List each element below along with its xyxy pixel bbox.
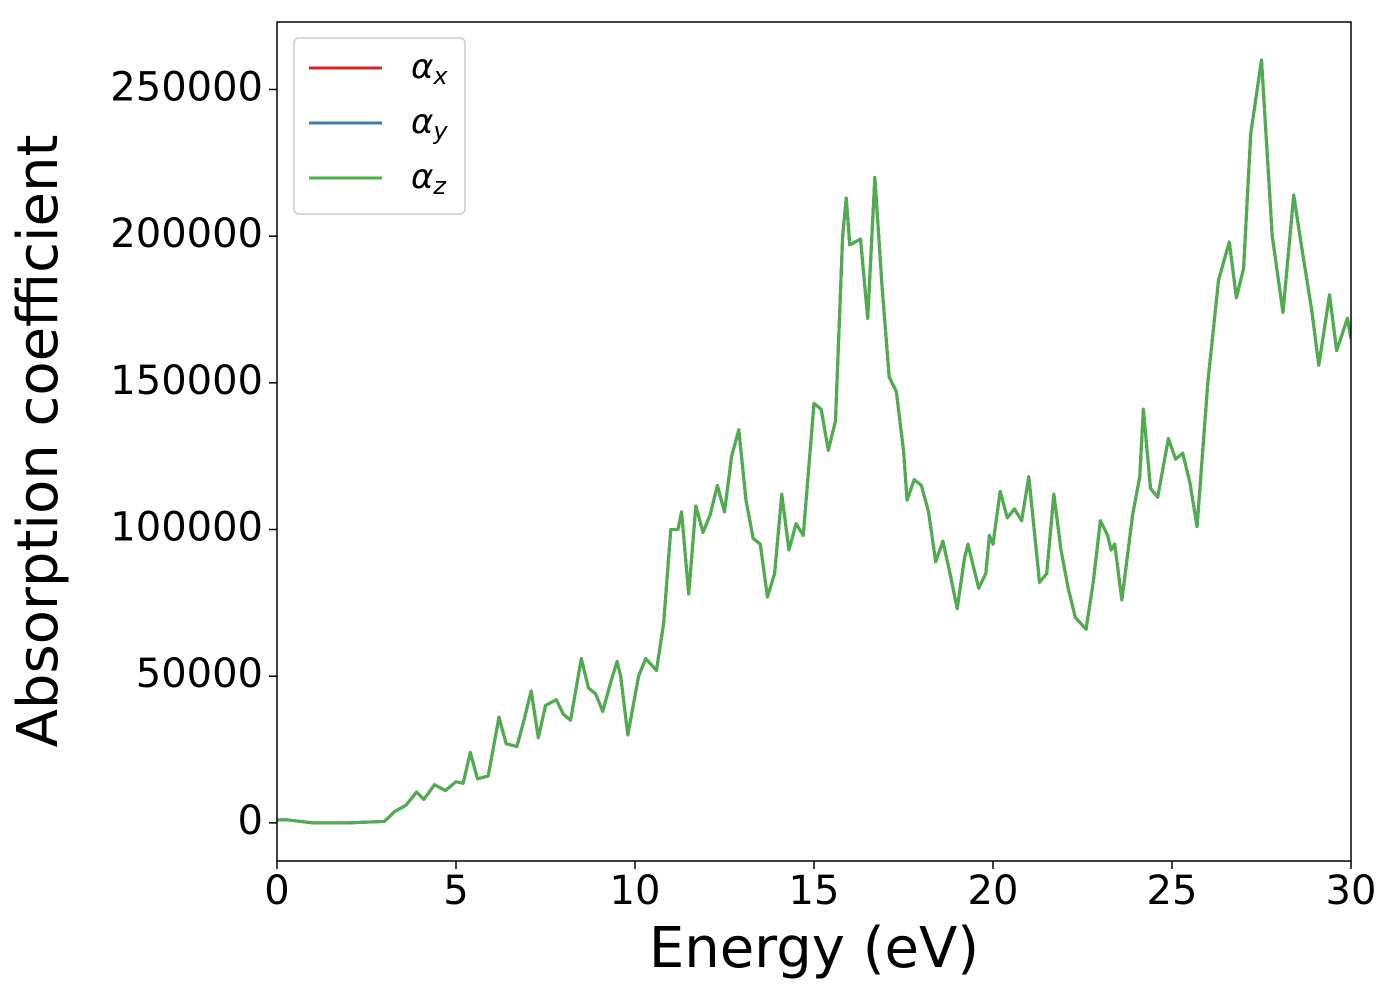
y-tick-label: 150000 [110,358,263,404]
x-tick-label: 30 [1326,868,1377,914]
x-tick-label: 25 [1147,868,1198,914]
y-tick-label: 250000 [110,64,263,110]
x-tick-label: 5 [443,868,468,914]
legend-label: αy [411,102,448,146]
y-axis-label: Absorption coefficient [6,135,71,748]
x-tick-label: 20 [968,868,1019,914]
x-tick-label: 10 [610,868,661,914]
data-line [277,58,1351,825]
x-axis-label: Energy (eV) [649,916,979,981]
x-tick-label: 15 [789,868,840,914]
legend-label: αz [411,157,447,201]
y-tick-label: 100000 [110,505,263,551]
legend-label: αx [411,47,448,91]
plot-frame [276,21,1352,862]
x-tick-label: 0 [264,868,289,914]
y-tick-label: 0 [238,798,263,844]
legend-box [293,37,466,215]
y-tick-label: 50000 [136,651,263,697]
y-tick-label: 200000 [110,211,263,257]
